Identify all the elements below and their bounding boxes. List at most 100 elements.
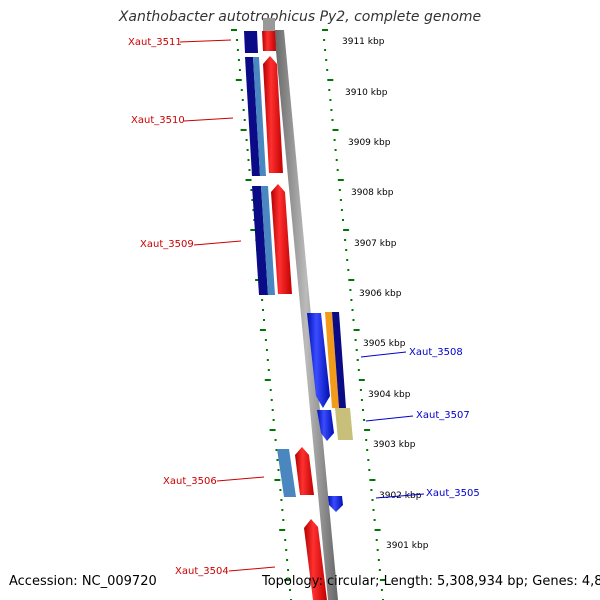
- gene-Xaut_3504[interactable]: [304, 519, 327, 600]
- ruler-label: 3903 kbp: [373, 440, 416, 450]
- right-edge-tick: [348, 279, 355, 281]
- left-edge-tick: [264, 339, 267, 341]
- right-edge-tick: [355, 349, 358, 351]
- gene-Xaut_3505[interactable]: [328, 496, 343, 512]
- right-edge-tick: [359, 389, 362, 391]
- right-edge-tick: [360, 399, 363, 401]
- right-edge-tick: [322, 29, 328, 31]
- left-edge-tick: [284, 539, 287, 541]
- strand-arrow-icon: [261, 186, 275, 295]
- strand-arrow-icon: [335, 408, 353, 440]
- right-edge-tick: [352, 319, 355, 321]
- left-edge-tick: [248, 169, 251, 171]
- right-edge-tick: [370, 489, 373, 491]
- left-edge-tick: [235, 79, 242, 81]
- right-edge-tick: [334, 149, 337, 151]
- strand-arrow-icon: [271, 184, 292, 294]
- right-edge-tick: [367, 459, 370, 461]
- left-edge-tick: [240, 129, 247, 131]
- right-edge-tick: [327, 79, 334, 81]
- left-edge-tick: [242, 109, 245, 111]
- left-edge-tick: [286, 559, 289, 561]
- right-edge-tick: [377, 559, 380, 561]
- left-edge-tick: [245, 179, 252, 181]
- strand-arrow-icon: [332, 312, 346, 408]
- gene-Xaut_3508[interactable]: [307, 312, 346, 408]
- strand-arrow-icon: [317, 410, 334, 441]
- left-edge-tick: [259, 329, 266, 331]
- right-edge-tick: [371, 499, 374, 501]
- left-edge-tick: [275, 449, 278, 451]
- ruler-label: 3906 kbp: [359, 289, 402, 299]
- strand-arrow-icon: [253, 57, 266, 176]
- right-edge-tick: [376, 549, 379, 551]
- gene-Xaut_3511[interactable]: [244, 31, 276, 53]
- left-edge-tick: [269, 429, 276, 431]
- label-leaders: [179, 39, 425, 572]
- left-edge-tick: [276, 459, 279, 461]
- strand-arrow-icon: [295, 447, 314, 495]
- right-edge-tick: [342, 219, 344, 221]
- right-edge-tick: [338, 189, 341, 191]
- strand-arrow-icon: [325, 312, 339, 408]
- gene-label: Xaut_3504: [175, 566, 229, 577]
- strand-arrow-icon: [252, 186, 268, 295]
- left-edge-tick: [261, 299, 264, 301]
- strand-arrow-icon: [304, 519, 327, 600]
- strand-arrow-icon: [307, 313, 330, 408]
- right-edge-tick: [372, 509, 375, 511]
- right-edge-tick: [350, 299, 353, 301]
- left-edge-tick: [287, 569, 290, 571]
- right-edge-tick: [369, 479, 376, 481]
- gene-label: Xaut_3510: [131, 115, 185, 126]
- right-edge-tick: [323, 39, 326, 41]
- right-edge-tick: [345, 249, 348, 251]
- right-edge-tick: [356, 359, 359, 361]
- strand-arrow-icon: [328, 496, 343, 512]
- gene-label: Xaut_3506: [163, 476, 217, 487]
- ruler-label: 3904 kbp: [368, 390, 411, 400]
- left-edge-tick: [271, 409, 274, 411]
- right-edge-tick: [331, 119, 334, 121]
- left-edge-tick: [236, 39, 238, 41]
- right-edge-tick: [363, 419, 366, 421]
- right-edge-tick: [332, 129, 339, 131]
- strand-arrow-icon: [245, 57, 260, 176]
- left-edge-tick: [277, 469, 280, 471]
- gene-Xaut_3509[interactable]: [252, 184, 292, 295]
- gene-label: Xaut_3508: [409, 347, 463, 358]
- right-edge-tick: [335, 159, 338, 161]
- right-edge-tick: [329, 99, 332, 101]
- left-edge-tick: [231, 29, 237, 31]
- left-edge-tick: [262, 309, 264, 311]
- left-edge-tick: [282, 519, 285, 521]
- left-edge-tick: [241, 99, 244, 101]
- strand-arrow-icon: [262, 31, 276, 51]
- strand-arrow-icon: [263, 56, 283, 173]
- ruler-label: 3911 kbp: [342, 37, 385, 47]
- right-edge-tick: [358, 379, 365, 381]
- left-edge-tick: [250, 189, 253, 191]
- left-edge-tick: [279, 529, 286, 531]
- ruler-label: 3908 kbp: [351, 188, 394, 198]
- gene-Xaut_3510[interactable]: [245, 56, 283, 176]
- right-edge-tick: [379, 579, 386, 581]
- right-edge-tick: [373, 519, 376, 521]
- right-edge-tick: [344, 239, 347, 241]
- left-edge-tick: [289, 589, 291, 591]
- right-edge-tick: [330, 109, 333, 111]
- strand-arrow-icon: [277, 449, 296, 497]
- gene-label: Xaut_3509: [140, 239, 194, 250]
- right-edge-tick: [333, 139, 336, 141]
- gene-Xaut_3506[interactable]: [277, 447, 314, 497]
- right-edge-tick: [328, 89, 331, 91]
- ruler-label: 3907 kbp: [354, 239, 397, 249]
- right-edge-tick: [368, 469, 371, 471]
- left-edge-tick: [274, 479, 281, 481]
- gene-Xaut_3507[interactable]: [317, 408, 353, 441]
- right-edge-tick: [340, 209, 343, 211]
- right-edge-tick: [339, 199, 342, 201]
- right-edge-tick: [325, 59, 328, 61]
- left-edge-tick: [274, 439, 277, 441]
